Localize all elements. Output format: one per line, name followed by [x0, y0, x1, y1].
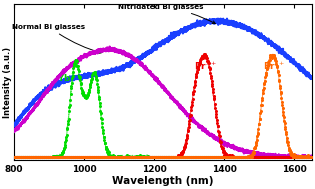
Y-axis label: Intensity (a.u.): Intensity (a.u.)	[3, 47, 13, 118]
Text: Er$^{3+}$: Er$^{3+}$	[264, 60, 286, 72]
Text: Yb$^{3+}$: Yb$^{3+}$	[57, 71, 82, 84]
Text: Nitridated Bi glasses: Nitridated Bi glasses	[118, 4, 215, 24]
Text: Pr$^{3+}$: Pr$^{3+}$	[194, 60, 217, 72]
Text: Normal Bi glasses: Normal Bi glasses	[12, 24, 101, 53]
X-axis label: Wavelength (nm): Wavelength (nm)	[112, 176, 214, 186]
